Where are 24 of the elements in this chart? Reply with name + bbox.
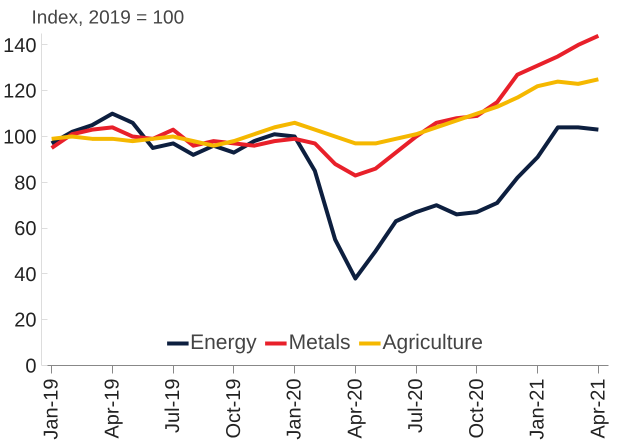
x-tick-label: Jan-21 xyxy=(526,378,549,440)
y-tick-label: 100 xyxy=(3,126,37,149)
y-axis-title: Index, 2019 = 100 xyxy=(32,8,184,28)
y-tick-label: 140 xyxy=(3,34,37,57)
line-series xyxy=(50,77,600,148)
x-tick-label: Jul-20 xyxy=(405,378,428,433)
x-tick-label: Oct-20 xyxy=(466,378,488,439)
x-tick-label: Jan-19 xyxy=(40,378,63,440)
y-tick-label: 40 xyxy=(14,264,37,286)
x-tick-label: Jul-19 xyxy=(162,378,184,433)
x-tick-label: Oct-19 xyxy=(222,378,245,439)
x-tick-label: Apr-19 xyxy=(101,378,124,439)
y-tick-label: 0 xyxy=(25,356,36,378)
y-tick-label: 60 xyxy=(14,218,37,240)
x-tick-label: Jan-20 xyxy=(284,378,306,440)
y-tick-label: 80 xyxy=(14,172,37,194)
line-series xyxy=(50,112,600,280)
x-tick-label: Apr-21 xyxy=(587,378,610,439)
legend-label: Metals xyxy=(288,331,351,355)
legend-label: Energy xyxy=(190,331,257,355)
y-tick-label: 20 xyxy=(14,310,37,332)
x-tick-label: Apr-20 xyxy=(344,378,366,439)
legend-label: Agriculture xyxy=(382,331,483,355)
y-tick-label: 120 xyxy=(3,80,37,103)
